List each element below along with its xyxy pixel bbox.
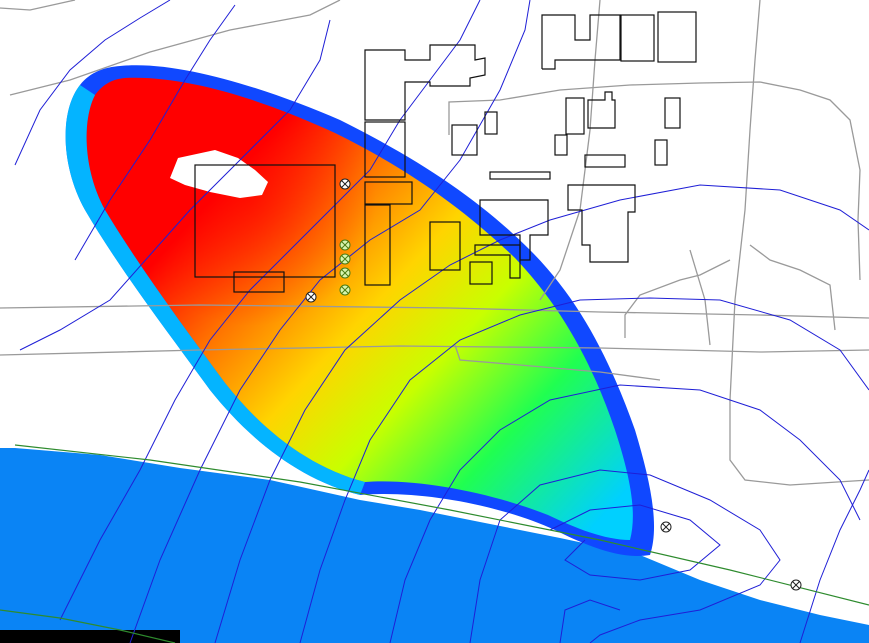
- buildings: [194, 11, 697, 293]
- shoreline-lower: [0, 609, 176, 643]
- water-body: [0, 448, 869, 643]
- monitoring-well-icon[interactable]: [790, 579, 802, 591]
- monitoring-well-icon[interactable]: [305, 291, 317, 303]
- shoreline: [14, 444, 869, 606]
- monitoring-well-icon[interactable]: [339, 178, 351, 190]
- monitoring-well-icon[interactable]: [660, 521, 672, 533]
- monitoring-wells: [305, 178, 802, 591]
- map-corner-block: [0, 630, 180, 643]
- monitoring-well-icon[interactable]: [339, 239, 351, 251]
- monitoring-well-icon[interactable]: [339, 267, 351, 279]
- road-network: [0, 0, 869, 486]
- monitoring-well-icon[interactable]: [339, 284, 351, 296]
- monitoring-well-icon[interactable]: [339, 253, 351, 265]
